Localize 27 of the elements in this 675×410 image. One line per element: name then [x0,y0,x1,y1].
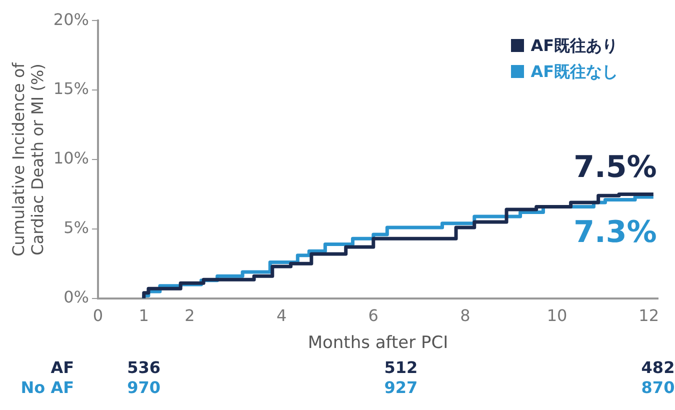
legend-label: AF既往なし [530,60,618,83]
x-tick-label: 6 [368,306,378,326]
text: No AF [20,378,74,397]
x-axis-title: Months after PCI [308,333,448,354]
y-tick-label: 10% [53,148,89,168]
text: 482 [640,358,675,377]
annotation: 7.3% [574,214,657,250]
x-tick-label: 12 [638,306,659,326]
text: 536 [126,358,162,377]
y-tick-label: 15% [53,79,89,98]
legend-label: AF既往あり [530,34,618,57]
x-tick-label: 10 [546,306,568,326]
x-tick-label: 1 [138,306,149,326]
x-tick-label: 2 [184,306,195,326]
x-tick-label: 8 [460,306,470,326]
text: AF [50,358,74,377]
text: 870 [640,378,675,397]
y-tick-label: 0% [64,288,89,307]
text: 512 [383,358,419,377]
x-tick-label: 0 [92,306,104,326]
annotation: 7.5% [574,150,657,186]
y-axis-title: Cumulative Incidence of Cardiac Death or MI (%) [8,62,47,256]
y-tick-label: 20% [53,10,89,29]
text: 927 [383,378,419,397]
x-tick-label: 4 [276,306,287,326]
y-tick-label: 5% [64,218,89,238]
text: 970 [126,378,162,397]
